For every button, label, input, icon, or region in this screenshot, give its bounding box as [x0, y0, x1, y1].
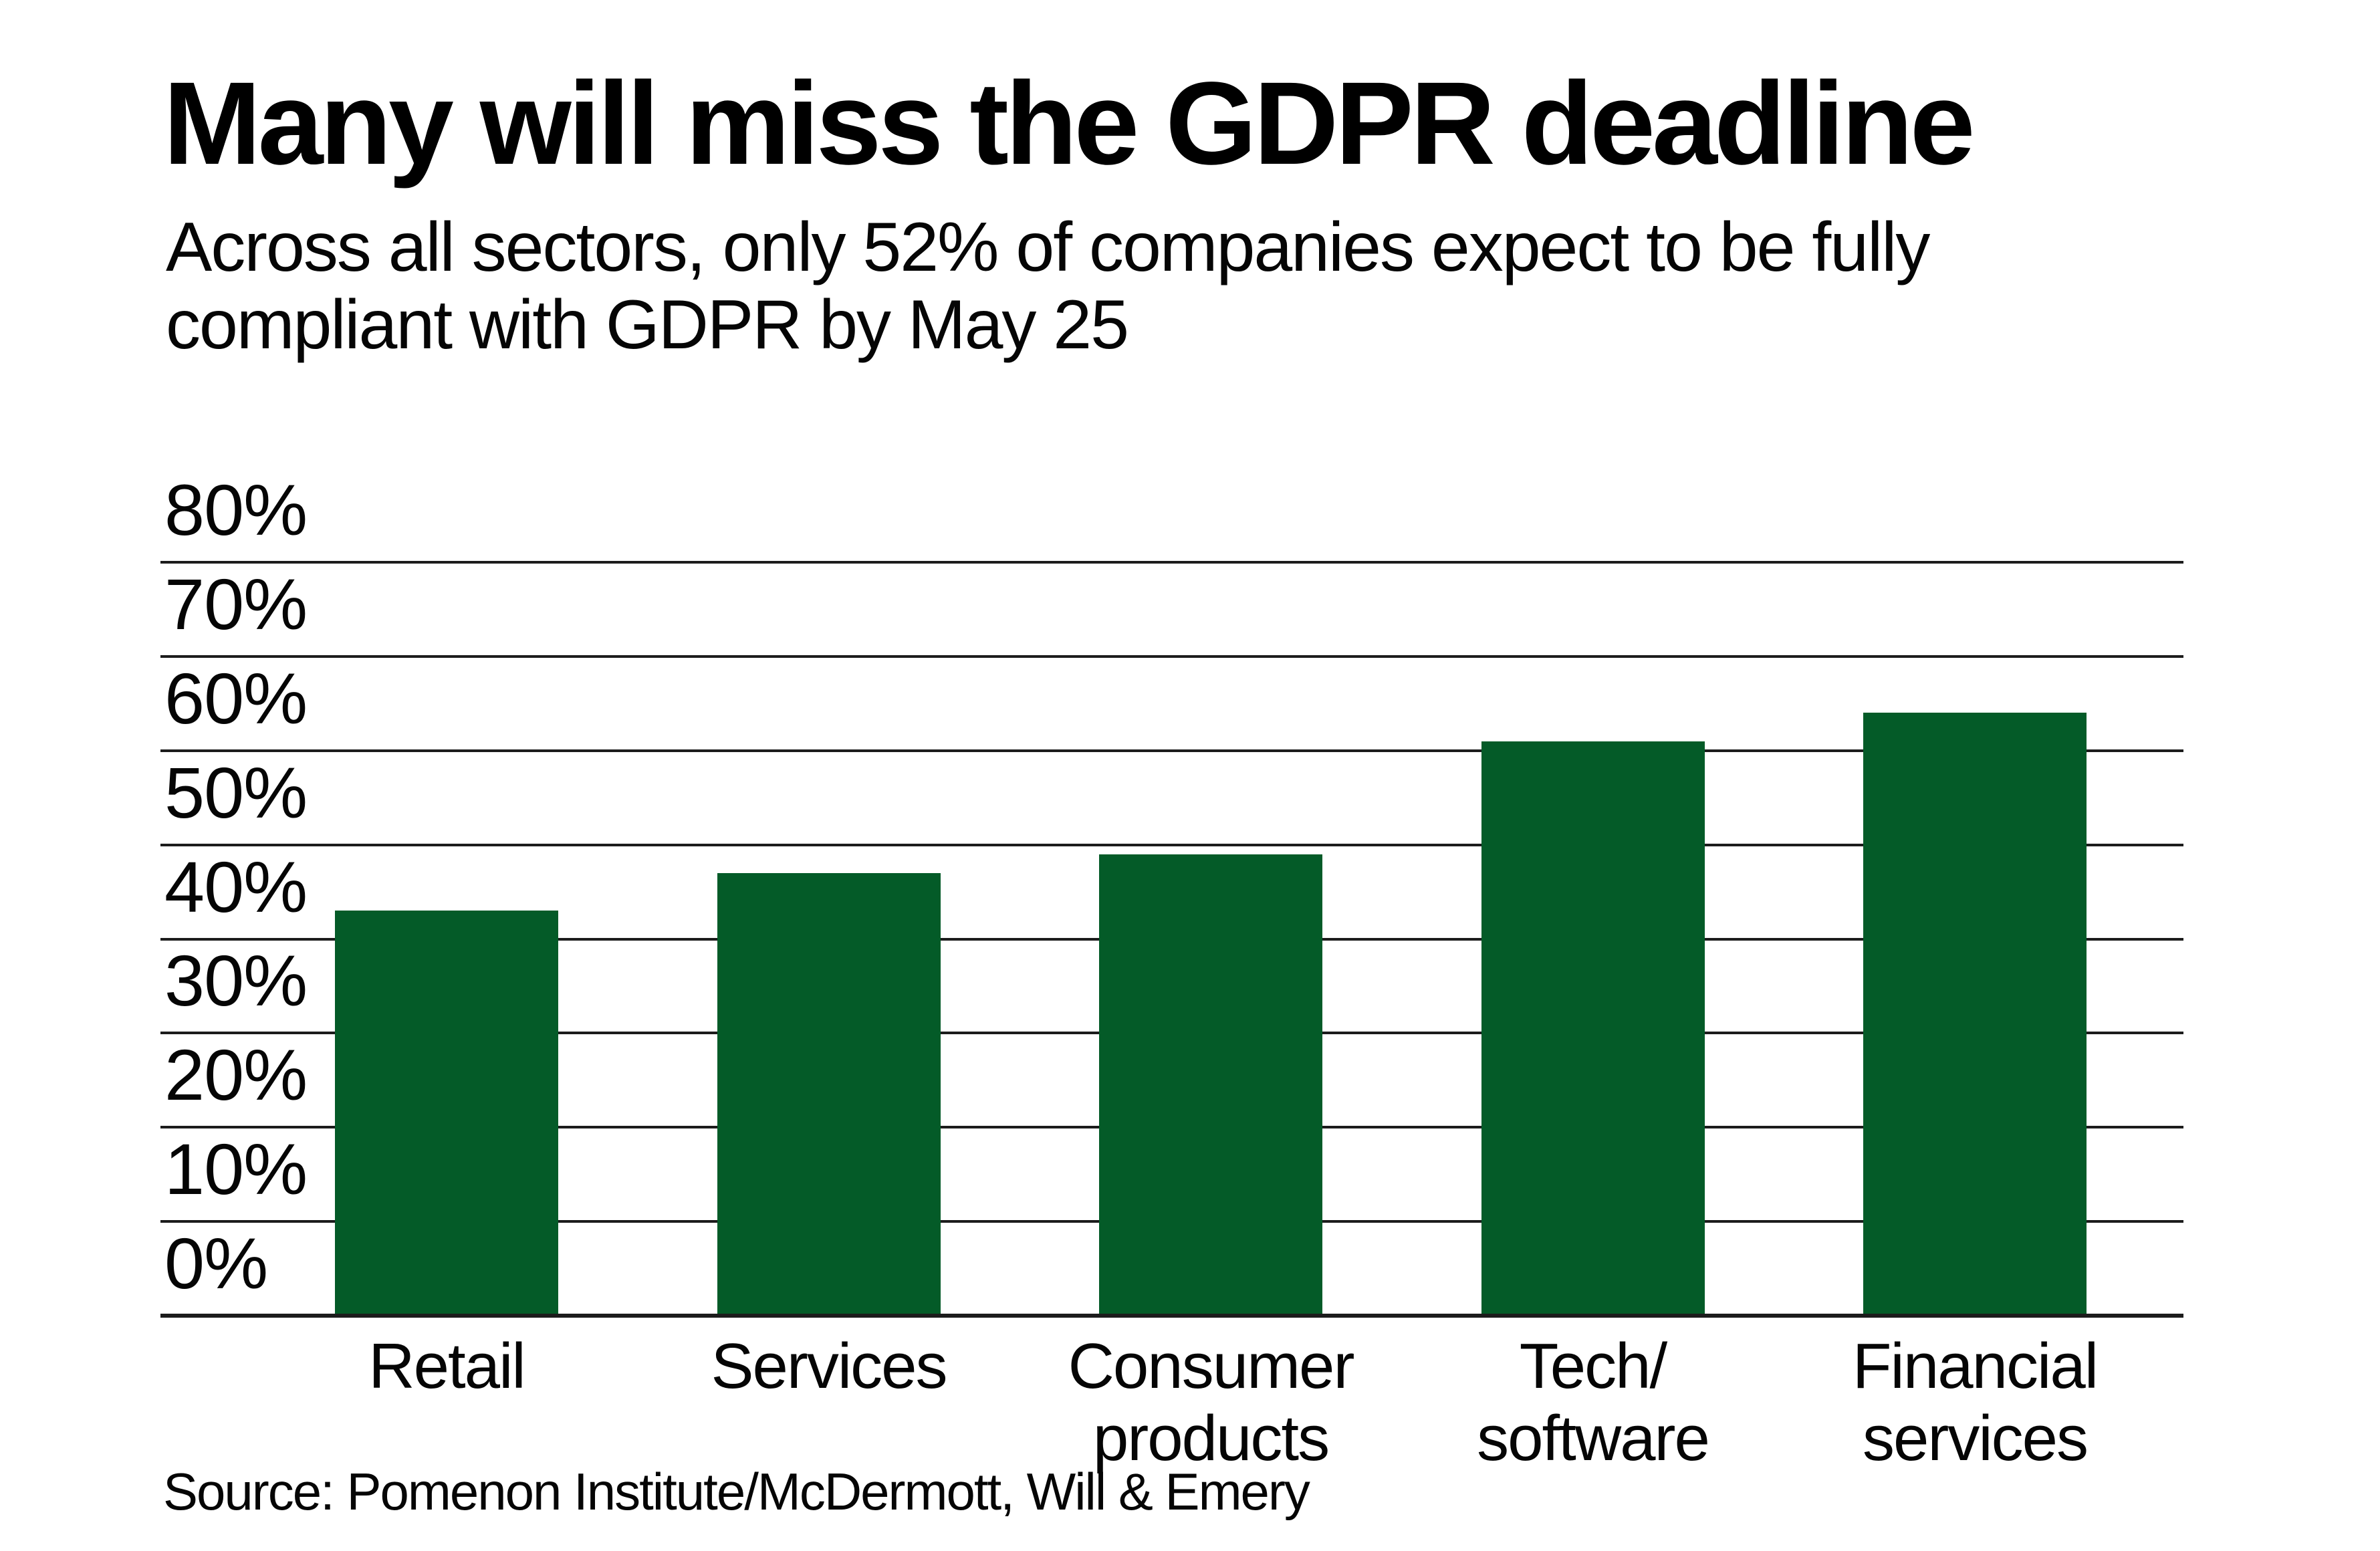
- y-tick-label-10: 10%: [164, 1128, 308, 1210]
- bar-consumer-products: [1099, 854, 1322, 1316]
- y-tick-label-70: 70%: [164, 563, 308, 644]
- plot-area: 0% 10% 20% 30% 40% 50% 60% 70% 80%: [160, 469, 2183, 1318]
- gridline-80: [160, 561, 2183, 564]
- y-tick-label-50: 50%: [164, 751, 308, 833]
- category-label-services: Services: [711, 1330, 947, 1402]
- category-label-tech-software: Tech/ software: [1477, 1330, 1710, 1474]
- gridline-70: [160, 654, 2183, 658]
- gridline-50: [160, 843, 2183, 846]
- bar-financial-services: [1863, 713, 2087, 1316]
- y-tick-label-0: 0%: [164, 1223, 268, 1304]
- category-label-consumer-products: Consumer products: [1068, 1330, 1355, 1474]
- category-label-retail: Retail: [368, 1330, 525, 1402]
- y-tick-label-40: 40%: [164, 846, 308, 927]
- bar-retail: [335, 911, 558, 1316]
- bar-services: [717, 872, 941, 1316]
- chart-title: Many will miss the GDPR deadline: [163, 58, 1976, 189]
- chart-subtitle: Across all sectors, only 52% of companie…: [166, 209, 1930, 364]
- y-tick-label-60: 60%: [164, 657, 308, 739]
- bar-tech-software: [1481, 741, 1705, 1316]
- x-axis-baseline: [160, 1314, 2183, 1318]
- gridline-60: [160, 749, 2183, 752]
- y-tick-label-20: 20%: [164, 1034, 308, 1116]
- category-label-financial-services: Financial services: [1852, 1330, 2099, 1474]
- chart-subtitle-line-1: Across all sectors, only 52% of companie…: [166, 209, 1930, 286]
- x-axis-labels: Retail Services Consumer products Tech/ sof…: [160, 1330, 2183, 1484]
- y-tick-label-30: 30%: [164, 940, 308, 1022]
- y-tick-label-80: 80%: [164, 469, 308, 550]
- source-note: Source: Pomenon Institute/McDermott, Wil…: [163, 1462, 1310, 1521]
- chart-subtitle-line-2: compliant with GDPR by May 25: [166, 286, 1129, 364]
